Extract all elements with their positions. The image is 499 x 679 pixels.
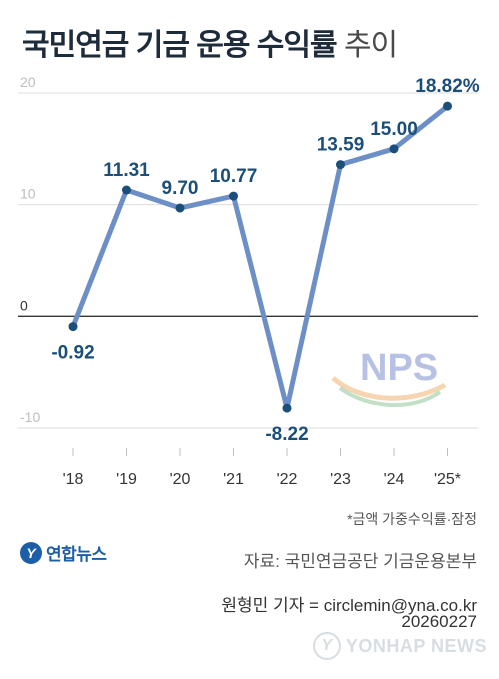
- nps-logo: NPS: [331, 347, 447, 408]
- data-label: 15.00: [370, 119, 418, 140]
- y-tick-label: 10: [20, 186, 36, 202]
- watermark-icon: Y: [312, 632, 341, 660]
- footnote: *금액 가중수익률·잠정: [347, 511, 477, 527]
- data-point: [282, 403, 292, 413]
- data-point: [175, 203, 185, 213]
- y-tick-label: 0: [20, 297, 28, 313]
- y-tick-label: -10: [20, 409, 40, 425]
- x-tick-label: '24: [384, 471, 405, 488]
- data-label: 13.59: [317, 135, 365, 156]
- x-tick-label: '20: [170, 471, 191, 488]
- yonhap-logo-icon: Y: [20, 541, 42, 564]
- watermark-text: YONHAP NEWS: [345, 635, 487, 656]
- data-label: 18.82%: [415, 76, 480, 97]
- x-tick-label: '19: [116, 471, 137, 488]
- yonhap-logo-text: 연합뉴스: [46, 545, 107, 564]
- line-chart: 20 10 0 -10 NPS -0.92 11.31 9.70 10.77 -8.22 13.…: [18, 74, 480, 488]
- data-point: [389, 144, 399, 154]
- series-line: [70, 103, 450, 411]
- title-suffix: 추이: [343, 29, 398, 62]
- publish-date: 20260227: [401, 612, 477, 631]
- x-tick-label: '21: [223, 471, 244, 488]
- data-point: [443, 101, 452, 111]
- x-tick-label: '22: [277, 471, 298, 488]
- data-point: [336, 160, 345, 170]
- x-tick-label: '23: [330, 471, 351, 488]
- data-label: 11.31: [103, 160, 150, 181]
- data-point: [68, 322, 78, 332]
- watermark: Y YONHAP NEWS: [312, 632, 487, 660]
- y-tick-label: 20: [20, 74, 36, 90]
- svg-text:NPS: NPS: [360, 347, 438, 389]
- source-text: 자료: 국민연금공단 기금운용본부: [243, 552, 477, 571]
- data-point: [122, 185, 131, 195]
- byline: 원형민 기자 = circlemin@yna.co.kr: [221, 596, 477, 615]
- data-label: 10.77: [210, 166, 258, 187]
- data-label: -0.92: [51, 343, 94, 364]
- title-main: 국민연금 기금 운용 수익률: [22, 29, 338, 62]
- data-label: 9.70: [162, 178, 199, 199]
- data-label: -8.22: [265, 424, 308, 445]
- page-title: 국민연금 기금 운용 수익률 추이: [22, 20, 398, 64]
- yonhap-logo: Y 연합뉴스: [20, 540, 107, 565]
- data-point: [229, 191, 238, 201]
- x-tick-label: '25*: [434, 471, 461, 488]
- x-tick-label: '18: [63, 471, 84, 488]
